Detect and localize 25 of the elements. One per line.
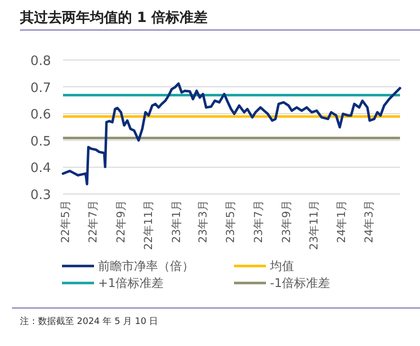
- x-tick-label: 23年7月: [252, 200, 265, 243]
- x-tick-label: 23年11月: [307, 200, 320, 250]
- x-tick-label: 24年3月: [362, 200, 376, 243]
- legend-label: 前瞻市净率（倍）: [98, 259, 194, 273]
- y-tick-label: 0.8: [30, 54, 51, 69]
- y-tick-label: 0.4: [30, 161, 51, 176]
- text: 注：数据截至 2024 年 5 月 10 日: [20, 316, 158, 327]
- x-tick-label: 23年1月: [170, 200, 183, 243]
- chart-title: 其过去两年均值的 1 倍标准差: [19, 9, 208, 26]
- x-tick-label: 23年3月: [196, 200, 210, 243]
- y-tick-label: 0.6: [30, 108, 51, 123]
- x-tick-label: 22年11月: [142, 200, 156, 250]
- x-tick-label: 22年7月: [86, 200, 100, 243]
- legend-label: 均值: [269, 259, 294, 273]
- legend-label: -1倍标准差: [270, 276, 330, 290]
- x-tick-label: 22年9月: [114, 200, 128, 243]
- x-tick-label: 24年1月: [335, 200, 348, 243]
- x-tick-label: 22年5月: [58, 200, 72, 243]
- legend-label: +1倍标准差: [98, 276, 164, 290]
- line-series: [62, 82, 402, 186]
- y-tick-label: 0.7: [30, 80, 51, 96]
- x-tick-label: 23年9月: [280, 200, 293, 243]
- y-tick-label: 0.3: [30, 188, 51, 203]
- y-tick-label: 0.5: [30, 134, 51, 150]
- x-tick-label: 23年5月: [224, 200, 238, 243]
